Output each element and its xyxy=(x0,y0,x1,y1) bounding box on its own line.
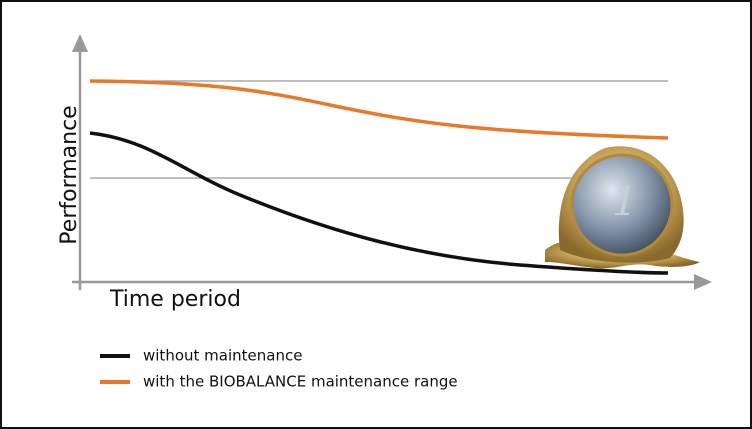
x-axis-label: Time period xyxy=(109,287,241,312)
legend-label: without maintenance xyxy=(143,347,302,365)
legend-label: with the BIOBALANCE maintenance range xyxy=(143,373,458,391)
diagram: 1 Performance Time period without mainte… xyxy=(0,0,752,429)
y-axis-label: Performance xyxy=(57,105,82,244)
svg-text:1: 1 xyxy=(612,179,637,225)
